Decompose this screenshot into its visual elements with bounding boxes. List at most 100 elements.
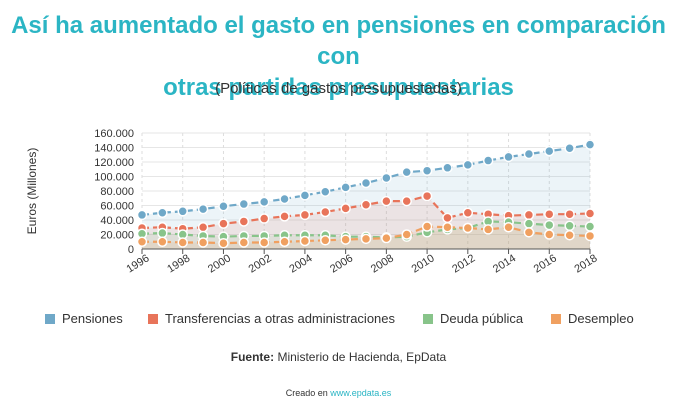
data-point [320,235,331,246]
data-point [320,206,331,218]
series-area-0 [142,144,590,249]
data-point [584,230,596,242]
data-point [584,221,596,232]
data-point [401,166,412,178]
data-point [157,236,168,247]
data-point [381,232,392,244]
x-tick-label: 2008 [369,252,396,275]
data-point [401,195,412,207]
y-tick-label: 140.000 [94,143,134,155]
legend-label-pensiones: Pensiones [62,311,123,326]
data-point [279,211,290,222]
legend-swatch-deuda-publica [423,313,433,324]
data-point [442,162,453,174]
credit-text: Creado en [285,388,328,398]
x-tick-label: 2000 [206,252,233,275]
y-tick-label: 20.000 [100,230,134,242]
y-tick-label: 40.000 [100,215,134,227]
data-point [584,208,596,219]
data-point [442,222,453,233]
legend-swatch-desempleo [551,313,561,324]
legend-label-transferencias: Transferencias a otras administraciones [165,311,396,326]
source-label: Fuente: [230,350,275,364]
data-point [482,224,494,235]
data-point [299,235,311,247]
data-point [584,139,596,150]
data-point [523,218,535,229]
y-tick-label: 0 [128,244,134,256]
legend: Pensiones Transferencias a otras adminis… [0,311,677,329]
y-axis-title: Euros (Millones) [25,148,39,235]
data-point [218,237,229,249]
data-point [299,209,311,221]
data-point [401,229,412,240]
data-point [258,213,270,224]
data-point [462,222,474,234]
data-point [544,208,555,220]
chart-title: Así ha aumentado el gasto en pensiones e… [0,10,677,103]
x-tick-label: 2014 [491,252,518,275]
data-point [544,229,555,240]
x-tick-label: 2012 [450,252,477,275]
data-point [482,155,494,166]
data-point [258,237,270,248]
data-point [279,236,290,247]
data-point [340,182,351,193]
data-point [258,196,270,208]
data-point [544,145,555,157]
data-point [523,227,535,238]
x-tick-label: 2006 [328,252,355,275]
x-tick-label: 2010 [410,252,437,275]
data-point [421,165,433,176]
chart-subtitle: (Políticas de gastos presupuestadas) [215,80,462,97]
legend-label-desempleo: Desempleo [568,311,634,326]
data-point [503,151,514,163]
data-point [136,209,148,221]
data-point [320,186,331,197]
legend-item-deuda-publica[interactable]: Deuda pública [423,311,523,326]
data-point [462,207,474,218]
data-point [299,190,311,201]
legend-item-pensiones[interactable]: Pensiones [45,311,123,326]
data-point [238,216,250,227]
data-point [421,221,433,232]
y-tick-label: 160.000 [94,128,134,140]
credit-link[interactable]: www.epdata.es [330,388,392,398]
x-tick-label: 2018 [572,252,599,275]
data-point [157,227,168,239]
data-point [442,212,453,224]
data-point [157,207,168,218]
data-point [177,206,188,217]
data-point [564,142,575,154]
legend-label-deuda-publica: Deuda pública [440,311,524,326]
source-note: Fuente: Ministerio de Hacienda, EpData [0,350,677,364]
legend-swatch-pensiones [45,313,55,324]
data-point [503,222,514,233]
data-point [564,229,575,241]
chart-title-line-1: Así ha aumentado el gasto en pensiones e… [11,12,666,70]
data-point [279,193,290,205]
data-point [360,177,372,189]
legend-item-transferencias[interactable]: Transferencias a otras administraciones [148,311,395,326]
data-point [544,219,555,231]
legend-swatch-transferencias [148,313,158,324]
legend-item-desempleo[interactable]: Desempleo [551,311,634,326]
data-point [340,234,351,245]
data-point [421,190,433,202]
y-tick-label: 60.000 [100,201,134,213]
data-point [238,237,250,248]
data-point [381,195,392,207]
data-point [523,148,535,160]
source-text: Ministerio de Hacienda, EpData [277,350,447,364]
credit-note: Creado en www.epdata.es [0,388,677,398]
data-point [136,236,148,247]
x-tick-label: 2016 [532,252,559,275]
y-tick-label: 80.000 [100,186,134,198]
y-tick-label: 120.000 [94,157,134,169]
data-point [462,159,474,171]
data-point [197,203,209,215]
data-point [564,220,575,232]
data-point [197,222,209,233]
chart-title-line-2: otras partidas presupuestarias [163,74,514,101]
data-point [218,218,229,229]
